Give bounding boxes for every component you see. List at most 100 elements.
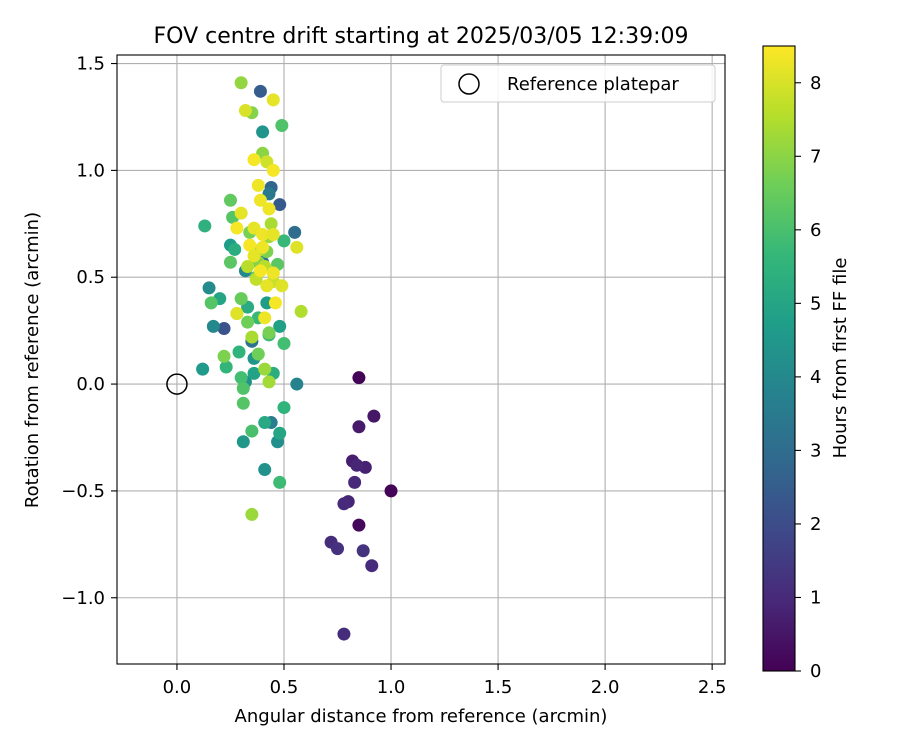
data-point [288,225,302,239]
reference-point-marker [166,373,188,395]
colorbar-tick-label: 1 [810,587,821,608]
data-point [275,119,289,133]
colorbar-tick-label: 2 [810,514,821,535]
y-tick-label: 1.5 [76,54,105,75]
data-point [198,219,212,233]
y-tick-label: −0.5 [61,481,105,502]
data-point [236,381,250,395]
colorbar-tick-label: 6 [810,220,821,241]
data-point [228,242,242,256]
data-point [234,206,248,220]
colorbar-tick-label: 7 [810,146,821,167]
data-point [204,296,218,310]
data-point [367,409,381,423]
data-point [262,375,276,389]
data-point [277,234,291,248]
data-point [236,435,250,449]
data-point [253,84,267,98]
data-point [238,104,252,118]
data-point [262,326,276,340]
data-point [275,279,289,293]
data-point [241,260,255,274]
data-point [258,416,272,430]
data-point [352,371,366,385]
data-point [266,266,280,280]
data-point [245,507,259,521]
data-point [245,424,259,438]
x-tick-label: 2.5 [698,677,727,698]
data-point [256,125,270,139]
legend-box [440,64,716,103]
x-axis-ticks: 0.0 0.5 1.0 1.5 2.0 2.5 [163,664,727,698]
data-point [217,349,231,363]
data-point [243,238,257,252]
y-tick-label: 1.0 [76,160,105,181]
data-point [219,360,233,374]
colorbar-tick-label: 5 [810,293,821,314]
data-point [258,463,272,477]
data-point [356,544,370,558]
data-point [234,371,248,385]
x-tick-label: 0.5 [270,677,299,698]
data-point [266,227,280,241]
y-axis-ticks: −1.0 −0.5 0.0 0.5 1.0 1.5 [61,54,117,609]
data-point [268,296,282,310]
data-point [266,163,280,177]
data-point [273,475,287,489]
colorbar-gradient [762,45,796,672]
data-point [234,292,248,306]
legend-open-circle-icon [458,73,480,95]
data-point [253,264,267,278]
data-point [256,227,270,241]
data-point [217,322,231,336]
data-point [234,76,248,90]
data-point [337,497,351,511]
data-point [337,627,351,641]
data-point [230,221,244,235]
data-point [277,401,291,415]
data-point [352,420,366,434]
data-point [277,336,291,350]
colorbar-label: Hours from first FF file [830,258,851,459]
data-point [273,426,287,440]
x-tick-label: 2.0 [591,677,620,698]
data-point [258,311,272,325]
data-point [247,249,261,263]
colorbar: 0 1 2 3 4 5 6 7 8 Hours from first FF file [762,45,851,682]
data-point [206,319,220,333]
grid-lines [117,55,725,664]
reference-platepar-marker [166,373,188,395]
x-tick-label: 1.5 [484,677,513,698]
data-point [232,345,246,359]
x-tick-label: 1.0 [377,677,406,698]
data-point [241,315,255,329]
data-point [290,240,304,254]
data-point [247,153,261,167]
colorbar-tick-label: 3 [810,440,821,461]
legend: Reference platepar [440,64,716,103]
data-point [253,193,267,207]
data-point [260,279,274,293]
y-tick-label: −1.0 [61,588,105,609]
data-point [245,330,259,344]
data-point [223,193,237,207]
data-point [202,281,216,295]
data-point [290,377,304,391]
data-point [264,217,278,231]
data-point [294,304,308,318]
data-point [352,518,366,532]
data-point [348,475,362,489]
chart-title: FOV centre drift starting at 2025/03/05 … [154,24,689,49]
colorbar-ticks: 0 1 2 3 4 5 6 7 8 [795,73,821,682]
x-tick-label: 0.0 [163,677,192,698]
y-tick-label: 0.0 [76,374,105,395]
data-point [262,202,276,216]
data-point [384,484,398,498]
data-point [223,255,237,269]
x-axis-label: Angular distance from reference (arcmin) [235,706,608,727]
colorbar-tick-label: 8 [810,73,821,94]
data-point [256,240,270,254]
colorbar-tick-label: 0 [810,661,821,682]
data-point [350,458,364,472]
